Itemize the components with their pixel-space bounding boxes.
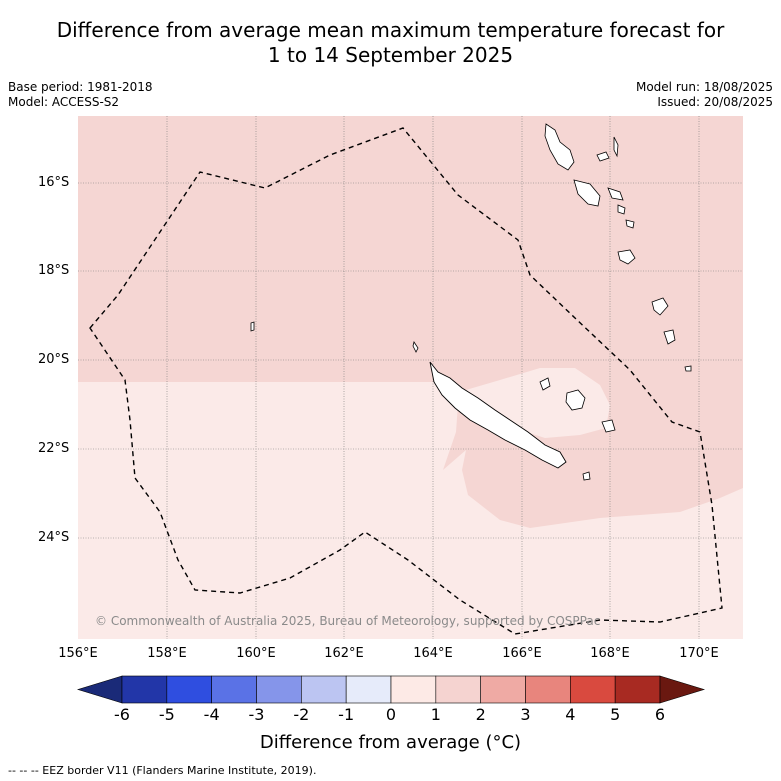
colorbar-title: Difference from average (°C) [259,732,522,753]
gridlines [78,116,743,639]
eez-border [89,127,723,635]
colorbar-segment [525,675,571,704]
tanna-island [663,329,676,345]
lat-label-24s: 24°S [38,530,70,545]
maewo-island [596,151,610,162]
erromango-island [651,297,669,316]
meta-left: Base period: 1981-2018 Model: ACCESS-S2 [8,80,153,110]
malakula-island [573,179,601,207]
lon-label-156e: 156°E [58,646,98,661]
colorbar-tick-label: -4 [203,705,220,724]
colorbar-segment [211,675,257,704]
colorbar-segment [480,675,526,704]
mare-island [601,419,616,433]
shepherd-island [625,219,635,229]
colorbar-segment [256,675,302,704]
epi-island [617,204,626,215]
warm-region-0-1 [78,378,743,639]
title-line-1: Difference from average mean maximum tem… [56,18,725,42]
lat-label-18s: 18°S [38,263,70,278]
lon-label-162e: 162°E [324,646,364,661]
eez-legend-note: -- -- -- EEZ border V11 (Flanders Marine… [8,764,317,777]
colorbar-tick-label: 3 [520,705,531,724]
colorbar-tick-label: -5 [158,705,175,724]
lon-label-158e: 158°E [147,646,187,661]
lon-label-170e: 170°E [679,646,719,661]
chesterfield-reef [250,321,255,332]
colorbar-tick-label: 6 [654,705,666,724]
model-run: Model run: 18/08/2025 [635,80,773,94]
lat-label-20s: 20°S [38,352,70,367]
efate-island [617,249,636,265]
meta-right: Model run: 18/08/2025 Issued: 20/08/2025 [636,80,773,110]
colorbar-segment [390,675,437,704]
colorbar-segment [435,675,481,704]
ambrym-island [607,187,624,201]
colorbar-segment [121,675,168,704]
lon-label-164e: 164°E [413,646,453,661]
pentecost-island [613,136,619,158]
colorbar-segment [570,675,616,704]
colorbar-tick-label: 5 [610,705,621,724]
title-line-2: 1 to 14 September 2025 [267,43,514,67]
map-title: Difference from average mean maximum tem… [0,18,781,68]
lat-label-16s: 16°S [38,175,70,190]
colorbar-segment [301,675,347,704]
colorbar-tick-label: 0 [385,705,397,724]
lon-label-168e: 168°E [590,646,630,661]
espiritu-santo-island [544,123,575,171]
lifou-island [565,389,586,411]
colorbar-extend-low [76,675,123,704]
colorbar-segment [166,675,212,704]
base-period: Base period: 1981-2018 [8,80,153,94]
colorbar-tick-label: 4 [565,705,576,724]
copyright-text: © Commonwealth of Australia 2025, Bureau… [95,614,601,628]
colorbar-tick-label: -1 [338,705,355,724]
new-caledonia-island [429,361,567,469]
colorbar [76,675,706,704]
colorbar-segment [345,675,392,704]
lat-label-22s: 22°S [38,441,70,456]
aneityum-island [684,365,692,372]
issued-date: Issued: 20/08/2025 [657,95,773,109]
colorbar-tick-label: 1 [430,705,441,724]
colorbar-tick-label: 2 [475,705,486,724]
colorbar-segment [614,675,661,704]
lon-label-160e: 160°E [236,646,276,661]
walpole-island [582,471,591,481]
lon-label-166e: 166°E [502,646,542,661]
ouvea-island [539,377,551,391]
model-name: Model: ACCESS-S2 [8,95,120,109]
colorbar-tick-label: -6 [114,705,130,724]
colorbar-extend-high [659,675,706,704]
belep-island [412,341,419,353]
colorbar-tick-label: -2 [293,705,310,724]
colorbar-tick-label: -3 [248,705,265,724]
